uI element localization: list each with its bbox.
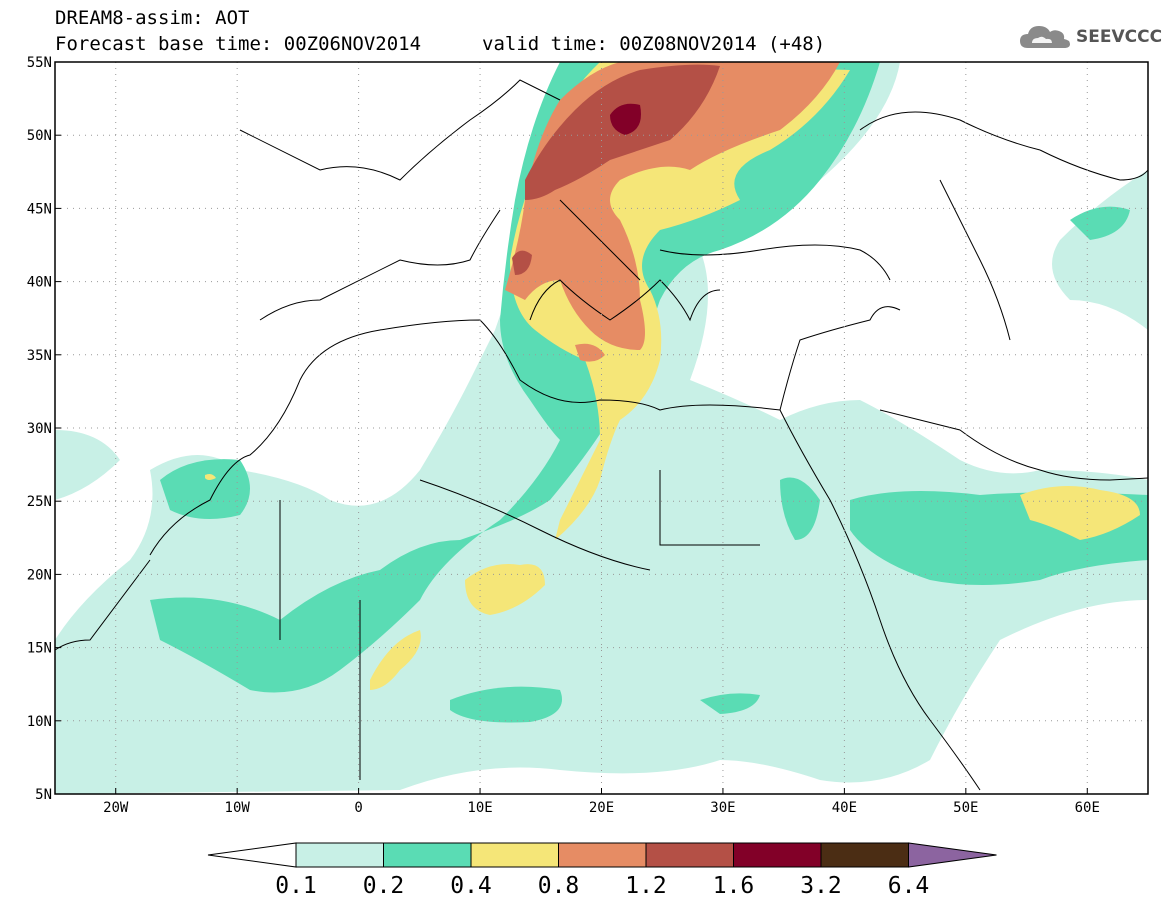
chart-title: DREAM8-assim: AOT [55, 7, 250, 29]
logo-text: SEEVCCC [1076, 27, 1163, 47]
lon-label: 10W [225, 800, 251, 816]
latitude-labels: 55N 50N 45N 40N 35N 30N 25N 20N 15N 10N 5N [27, 55, 52, 803]
colorbar [207, 842, 997, 868]
lon-label: 0 [354, 800, 362, 816]
lon-label: 30E [710, 800, 735, 816]
lat-label: 35N [27, 348, 52, 364]
lat-label: 15N [27, 641, 52, 657]
lat-label: 55N [27, 55, 52, 71]
colorbar-label: 0.2 [363, 873, 405, 899]
lat-label: 40N [27, 275, 52, 291]
colorbar-label: 3.2 [800, 873, 842, 899]
cloud-icon [1020, 26, 1070, 48]
colorbar-labels: 0.1 0.2 0.4 0.8 1.2 1.6 3.2 6.4 [275, 873, 929, 899]
colorbar-swatch [558, 842, 647, 868]
graticule [55, 62, 1148, 794]
lon-label: 20E [589, 800, 614, 816]
colorbar-label: 6.4 [888, 873, 930, 899]
colorbar-swatch [383, 842, 472, 868]
coastlines [55, 79, 1148, 791]
colorbar-swatch [733, 842, 822, 868]
lat-label: 5N [35, 787, 52, 803]
colorbar-swatch [820, 842, 909, 868]
colorbar-swatch [295, 842, 384, 868]
lon-label: 50E [953, 800, 978, 816]
colorbar-label: 1.2 [625, 873, 667, 899]
lat-label: 25N [27, 494, 52, 510]
lat-label: 45N [27, 201, 52, 217]
colorbar-swatch [645, 842, 734, 868]
lon-label: 20W [103, 800, 129, 816]
longitude-labels: 20W 10W 0 10E 20E 30E 40E 50E 60E [103, 800, 1100, 816]
colorbar-label: 1.6 [713, 873, 755, 899]
aot-band-1.6 [610, 103, 641, 135]
colorbar-label: 0.8 [538, 873, 580, 899]
lon-label: 10E [467, 800, 492, 816]
lat-label: 50N [27, 128, 52, 144]
colorbar-label: 0.1 [275, 873, 317, 899]
lat-label: 20N [27, 567, 52, 583]
colorbar-label: 0.4 [450, 873, 492, 899]
seevccc-logo: SEEVCCC [1018, 22, 1162, 52]
axis-ticks [55, 61, 1088, 795]
base-time-label: Forecast base time: 00Z06NOV2014 [55, 33, 422, 55]
valid-time-label: valid time: 00Z08NOV2014 (+48) [482, 33, 826, 55]
colorbar-under-arrow [207, 842, 297, 868]
lon-label: 40E [832, 800, 857, 816]
colorbar-over-arrow [908, 842, 997, 868]
lat-label: 10N [27, 714, 52, 730]
lat-label: 30N [27, 421, 52, 437]
colorbar-swatch [470, 842, 559, 868]
lon-label: 60E [1075, 800, 1100, 816]
